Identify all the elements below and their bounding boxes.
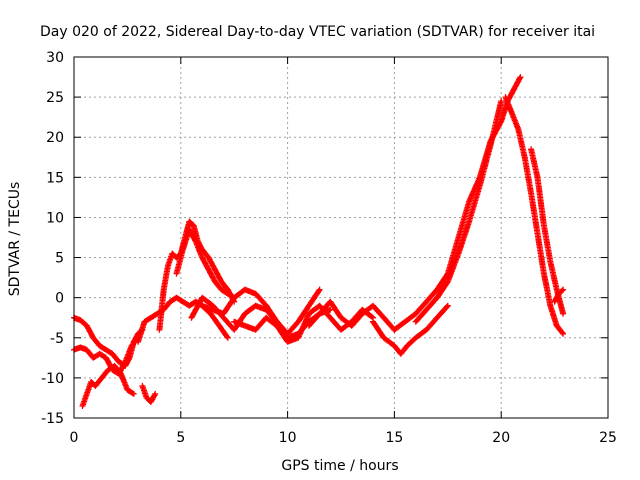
series-trace-15 [502,94,567,337]
series-markers [502,94,567,337]
chart-title: Day 020 of 2022, Sidereal Day-to-day VTE… [40,24,595,40]
series-markers [306,298,398,333]
y-axis-label: SDTVAR / TECUs [7,182,23,297]
series-markers [199,286,323,337]
series-markers [139,382,159,405]
series-markers [79,362,137,409]
y-tick-label: -10 [41,371,64,387]
series-markers [173,226,238,301]
series-markers [412,98,505,325]
series-markers [370,302,451,357]
y-tick-label: -15 [41,411,64,427]
plot-frame [73,56,609,419]
series-trace-14 [412,98,505,325]
x-axis-label: GPS time / hours [281,458,398,474]
x-tick-label: 10 [279,430,297,446]
grid-lines [74,57,608,418]
x-tick-label: 25 [599,430,617,446]
y-tick-label: 20 [46,130,64,146]
series-trace-7 [173,226,238,301]
x-tick-label: 5 [176,430,185,446]
y-tick-label: 25 [46,90,64,106]
series-trace-17 [551,286,567,305]
series-trace-12 [370,302,451,357]
series-trace-4 [139,382,159,405]
y-tick-label: 5 [55,251,64,267]
x-tick-label: 20 [492,430,510,446]
series-markers [231,302,376,345]
series-trace-10 [231,302,376,345]
y-tick-label: 30 [46,50,64,66]
series-trace-3 [79,362,137,409]
series-trace-9 [199,286,323,337]
x-tick-label: 0 [70,430,79,446]
x-tick-label: 15 [385,430,403,446]
y-tick-label: 10 [46,210,64,226]
series-markers [551,286,567,305]
y-tick-label: -5 [50,331,64,347]
series-trace-11 [306,298,398,333]
axes: 0 5 10 15 20 25 -15 -10 -5 0 5 10 15 20 25 30 [41,50,617,446]
y-tick-label: 15 [46,170,64,186]
y-tick-label: 0 [55,291,64,307]
